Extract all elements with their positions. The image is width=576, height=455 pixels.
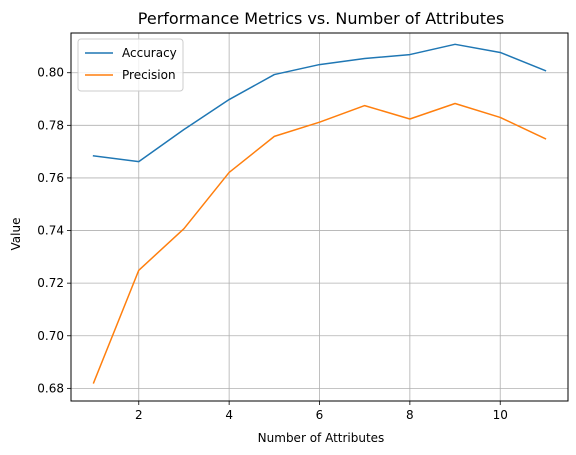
y-tick-label: 0.68 bbox=[37, 381, 64, 395]
x-axis-label: Number of Attributes bbox=[258, 431, 385, 445]
y-tick-label: 0.80 bbox=[37, 66, 64, 80]
axis-ticks: 2 4 6 8 10 0.68 0.70 0.72 0.74 0.76 0.78 0.80 bbox=[37, 66, 508, 422]
y-tick-label: 0.72 bbox=[37, 276, 64, 290]
legend-label-accuracy: Accuracy bbox=[122, 46, 177, 60]
x-tick-label: 6 bbox=[316, 408, 324, 422]
grid-lines bbox=[71, 33, 568, 401]
y-axis-label: Value bbox=[9, 218, 23, 251]
series-line-precision bbox=[92, 102, 547, 384]
legend-label-precision: Precision bbox=[122, 68, 176, 82]
x-tick-label: 4 bbox=[225, 408, 233, 422]
x-tick-label: 8 bbox=[406, 408, 414, 422]
y-tick-label: 0.76 bbox=[37, 171, 64, 185]
legend-box bbox=[77, 38, 184, 92]
y-tick-label: 0.74 bbox=[37, 224, 64, 238]
x-tick-label: 2 bbox=[135, 408, 143, 422]
x-tick-label: 10 bbox=[493, 408, 508, 422]
series-lines bbox=[92, 43, 547, 384]
series-line-accuracy bbox=[92, 43, 547, 163]
legend: Accuracy Precision bbox=[77, 38, 184, 92]
y-tick-label: 0.78 bbox=[37, 118, 64, 132]
chart-title: Performance Metrics vs. Number of Attrib… bbox=[138, 9, 504, 28]
y-tick-label: 0.70 bbox=[37, 329, 64, 343]
